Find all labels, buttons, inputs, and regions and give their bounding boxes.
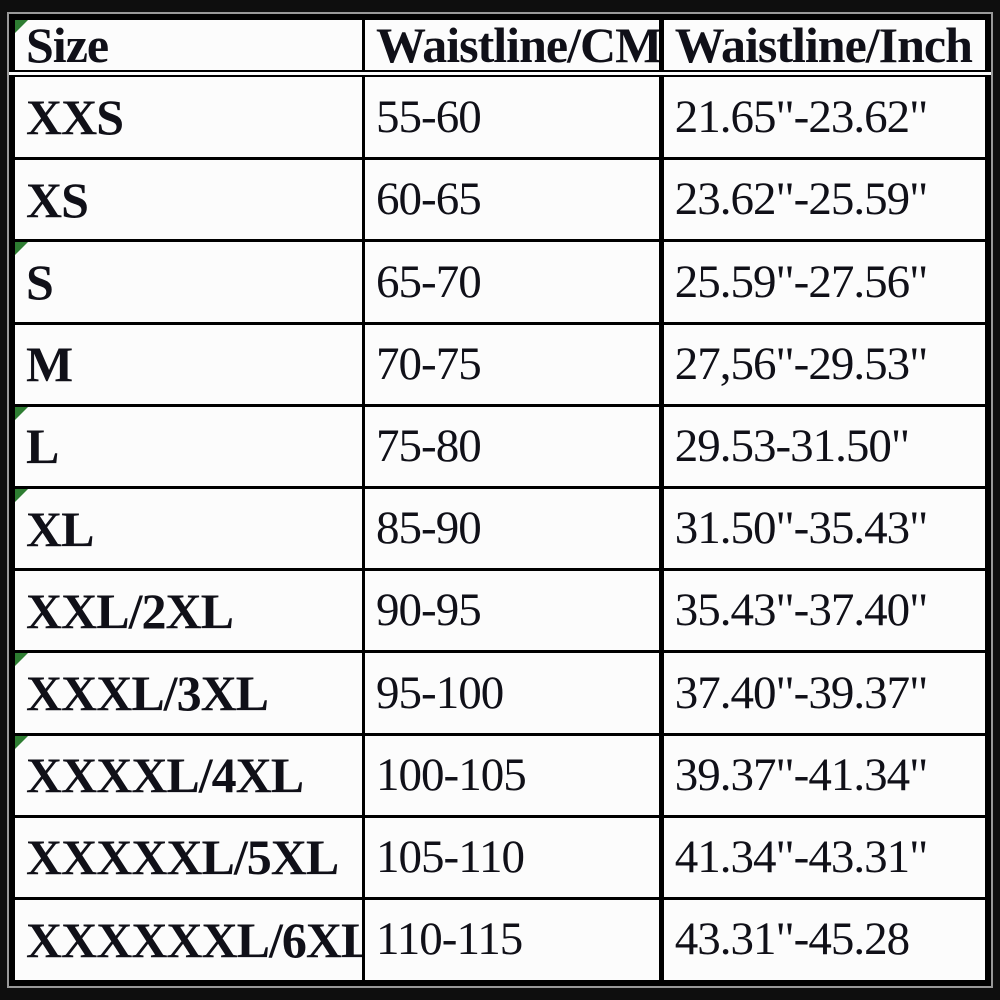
table-row: XXXL/3XL 95-100 37.40"-39.37" (10, 650, 990, 736)
col-header-label: Size (26, 17, 109, 73)
col-header-label: Waistline/CM (376, 17, 662, 73)
cm-cell: 110-115 (362, 896, 663, 985)
cm-cell: 90-95 (362, 568, 663, 654)
inch-cell: 39.37"-41.34" (658, 732, 990, 818)
size-cell: L (10, 403, 366, 490)
table-body: XXS 55-60 21.65"-23.62" XS 60-65 23.62"-25.59… (10, 71, 990, 985)
table-row: XS 60-65 23.62"-25.59" (10, 157, 990, 243)
cell-text: 85-90 (376, 502, 482, 555)
cell-text: 55-60 (376, 90, 482, 143)
inch-cell: 27,56"-29.53" (658, 321, 990, 407)
size-cell: XXL/2XL (10, 568, 366, 654)
inch-cell: 25.59"-27.56" (658, 239, 990, 325)
inch-cell: 23.62"-25.59" (658, 157, 990, 243)
cell-text: XXXXXXL/6XL (26, 911, 364, 968)
size-cell: M (10, 321, 366, 407)
table-row: S 65-70 25.59"-27.56" (10, 239, 990, 325)
green-corner-flag-icon (15, 654, 28, 667)
size-cell: XXXXXL/5XL (10, 814, 366, 900)
size-chart: Size Waistline/CM Waistline/Inch XXS 55-60 2… (9, 14, 991, 986)
cell-text: 95-100 (376, 666, 504, 719)
inch-cell: 31.50"-35.43" (658, 486, 990, 572)
cm-cell: 70-75 (362, 321, 663, 407)
inch-cell: 43.31"-45.28 (658, 896, 990, 985)
cell-text: 39.37"-41.34" (674, 748, 929, 801)
cell-text: 60-65 (376, 173, 482, 226)
cell-text: 35.43"-37.40" (674, 584, 929, 637)
cm-cell: 65-70 (362, 239, 663, 325)
cm-cell: 75-80 (362, 403, 663, 490)
cell-text: 41.34"-43.31" (674, 830, 929, 883)
table-row: XXS 55-60 21.65"-23.62" (10, 71, 990, 161)
size-cell: XL (10, 486, 366, 572)
cell-text: 105-110 (376, 830, 525, 883)
cm-cell: 105-110 (362, 814, 663, 900)
header-row: Size Waistline/CM Waistline/Inch (10, 15, 990, 77)
size-cell: XXXL/3XL (10, 650, 366, 736)
cell-text: 75-80 (376, 419, 482, 472)
green-corner-flag-icon (15, 737, 28, 749)
table-row: L 75-80 29.53-31.50" (10, 403, 990, 490)
table-row: M 70-75 27,56"-29.53" (10, 321, 990, 407)
size-cell: XXXXXXL/6XL (10, 896, 366, 985)
cell-text: XXL/2XL (26, 582, 234, 639)
inch-cell: 35.43"-37.40" (658, 568, 990, 654)
cm-cell: 85-90 (362, 486, 663, 572)
cell-text: 31.50"-35.43" (674, 502, 929, 555)
cell-text: L (26, 418, 59, 475)
cell-text: XXS (26, 89, 124, 146)
col-header-label: Waistline/Inch (674, 17, 973, 73)
green-corner-flag-icon (15, 20, 28, 33)
table-row: XXL/2XL 90-95 35.43"-37.40" (10, 568, 990, 654)
cell-text: 65-70 (376, 255, 482, 308)
cell-text: XL (26, 500, 94, 557)
col-header-cm: Waistline/CM (362, 15, 663, 77)
green-corner-flag-icon (15, 243, 28, 256)
cell-text: 29.53-31.50" (674, 419, 910, 472)
cm-cell: 55-60 (362, 71, 663, 161)
size-cell: XXS (10, 71, 366, 161)
cell-text: 100-105 (376, 748, 527, 801)
size-cell: S (10, 239, 366, 325)
table-row: XXXXXXL/6XL 110-115 43.31"-45.28 (10, 896, 990, 985)
green-corner-flag-icon (15, 408, 28, 420)
col-header-inch: Waistline/Inch (658, 15, 990, 77)
cell-text: 21.65"-23.62" (674, 90, 929, 143)
inch-cell: 41.34"-43.31" (658, 814, 990, 900)
cell-text: XS (26, 171, 89, 228)
cell-text: 23.62"-25.59" (674, 173, 929, 226)
cell-text: 43.31"-45.28 (674, 913, 910, 966)
cm-cell: 100-105 (362, 732, 663, 818)
cm-cell: 95-100 (362, 650, 663, 736)
table-row: XL 85-90 31.50"-35.43" (10, 486, 990, 572)
inch-cell: 21.65"-23.62" (658, 71, 990, 161)
inch-cell: 29.53-31.50" (658, 403, 990, 490)
cell-text: 25.59"-27.56" (674, 255, 929, 308)
table-header: Size Waistline/CM Waistline/Inch (10, 15, 990, 77)
size-cell: XXXXL/4XL (10, 732, 366, 818)
cell-text: 70-75 (376, 337, 482, 390)
cell-text: XXXXL/4XL (26, 747, 304, 804)
table-row: XXXXL/4XL 100-105 39.37"-41.34" (10, 732, 990, 818)
size-chart-table: Size Waistline/CM Waistline/Inch XXS 55-60 2… (9, 14, 991, 986)
cell-text: 90-95 (376, 584, 482, 637)
cell-text: M (26, 336, 73, 393)
cm-cell: 60-65 (362, 157, 663, 243)
green-corner-flag-icon (15, 490, 28, 503)
cell-text: 110-115 (376, 913, 523, 966)
cell-text: XXXL/3XL (26, 665, 269, 721)
col-header-size: Size (10, 15, 366, 77)
cell-text: XXXXXL/5XL (26, 829, 339, 886)
cell-text: 27,56"-29.53" (674, 337, 929, 390)
size-cell: XS (10, 157, 366, 243)
cell-text: 37.40"-39.37" (674, 666, 929, 719)
cell-text: S (26, 254, 54, 311)
table-row: XXXXXL/5XL 105-110 41.34"-43.31" (10, 814, 990, 900)
inch-cell: 37.40"-39.37" (658, 650, 990, 736)
